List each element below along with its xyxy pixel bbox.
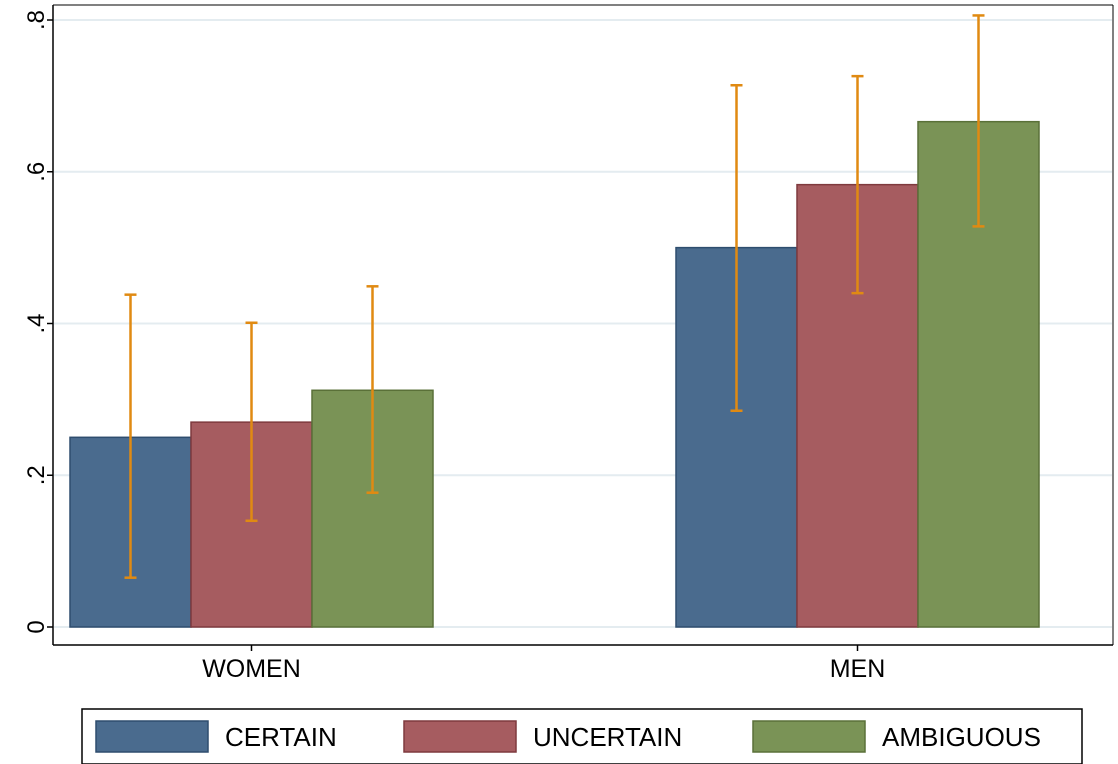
y-ticks: 0 .2 .4 .6 .8 xyxy=(23,10,53,634)
legend-swatch-certain xyxy=(95,720,209,753)
error-bar-uncertain-men xyxy=(851,74,864,295)
y-tick-label: .6 xyxy=(23,162,50,182)
x-category-label: WOMEN xyxy=(202,655,301,683)
legend-label-ambiguous: AMBIGUOUS xyxy=(882,722,1041,752)
legend-swatch-ambiguous xyxy=(752,720,866,753)
x-category-label: MEN xyxy=(830,655,886,683)
y-tick-label: .8 xyxy=(23,10,50,30)
error-bars xyxy=(124,14,985,579)
bars xyxy=(69,120,1040,628)
y-tick-label: .2 xyxy=(23,465,50,485)
legend-label-certain: CERTAIN xyxy=(225,722,337,752)
error-bar-certain-women xyxy=(124,293,137,579)
error-bar-uncertain-women xyxy=(245,321,258,523)
error-bar-ambiguous-men xyxy=(972,14,985,228)
legend-label-uncertain: UNCERTAIN xyxy=(533,722,682,752)
legend-swatch-uncertain xyxy=(403,720,517,753)
legend-box xyxy=(81,708,1083,764)
legend: CERTAIN UNCERTAIN AMBIGUOUS xyxy=(81,708,1083,764)
y-tick-label: .4 xyxy=(23,313,50,333)
error-bar-certain-men xyxy=(730,84,743,413)
x-category-labels: WOMEN MEN xyxy=(202,645,885,683)
y-tick-label: 0 xyxy=(23,620,50,633)
bar-uncertain-women xyxy=(190,421,313,628)
error-bar-ambiguous-women xyxy=(366,285,379,494)
